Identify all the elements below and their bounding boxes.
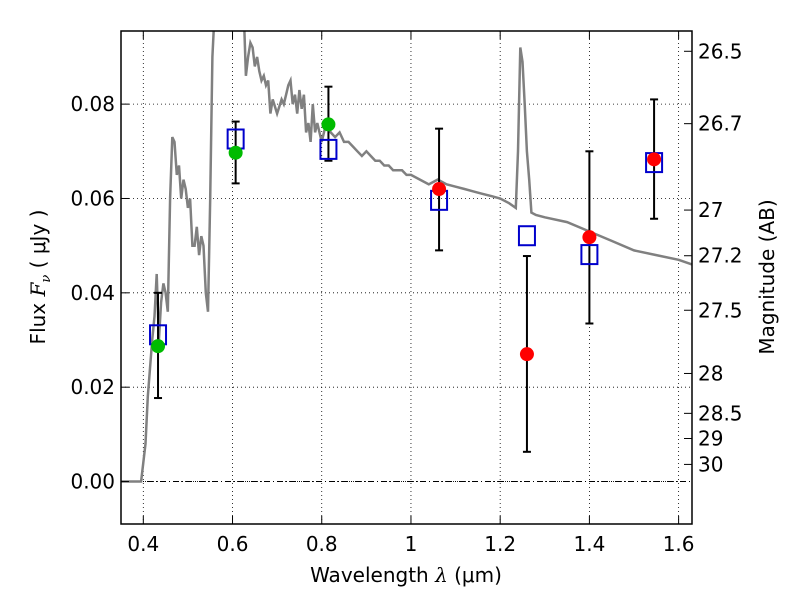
magnitude-tick-label: 27: [698, 198, 723, 222]
y-tick-label: 0.08: [70, 92, 115, 116]
red-data-point: [647, 152, 662, 167]
y-axis-label: Flux Fν ( μJy ): [26, 210, 54, 345]
plot-frame: [120, 30, 693, 525]
magnitude-axis-label: Magnitude (AB): [755, 199, 779, 354]
y-axis-ticks: 0.00 0.02 0.04 0.06 0.08: [70, 92, 129, 494]
magnitude-tick-label: 27.5: [698, 298, 743, 322]
magnitude-tick-label: 27.2: [698, 244, 743, 268]
y-tick-label: 0.00: [70, 470, 115, 494]
magnitude-tick-label: 28: [698, 361, 723, 385]
x-tick-label: 1.4: [573, 532, 605, 556]
magnitude-tick-label: 30: [698, 452, 723, 476]
observed-points: [151, 117, 662, 362]
magnitude-tick-label: 26.5: [698, 39, 743, 63]
x-tick-label: 1: [405, 532, 418, 556]
magnitude-tick-label: 29: [698, 427, 723, 451]
magnitude-tick-label: 28.5: [698, 401, 743, 425]
y-tick-label: 0.04: [70, 281, 115, 305]
error-bars: [154, 85, 659, 453]
x-tick-label: 0.4: [127, 532, 159, 556]
model-photometry-box: [319, 138, 338, 160]
red-data-point: [582, 230, 597, 245]
sed-model-line: [121, 31, 692, 483]
green-data-point: [321, 117, 336, 132]
y-tick-label: 0.06: [70, 186, 115, 210]
red-data-point: [519, 347, 534, 362]
magnitude-tick-label: 26.7: [698, 112, 743, 136]
x-tick-label: 1.6: [663, 532, 695, 556]
green-data-point: [151, 339, 166, 354]
x-tick-label: 1.2: [484, 532, 516, 556]
x-tick-label: 0.6: [217, 532, 249, 556]
x-axis-label: Wavelength λ (μm): [310, 563, 502, 587]
x-axis-ticks: 0.4 0.6 0.8 1 1.2 1.4 1.6: [127, 31, 695, 556]
x-tick-label: 0.8: [306, 532, 338, 556]
model-photometry-box: [580, 244, 599, 266]
y-tick-label: 0.02: [70, 375, 115, 399]
green-data-point: [228, 145, 243, 160]
grid-lines: [121, 31, 692, 524]
model-photometry-box: [517, 225, 536, 247]
red-data-point: [432, 182, 447, 197]
